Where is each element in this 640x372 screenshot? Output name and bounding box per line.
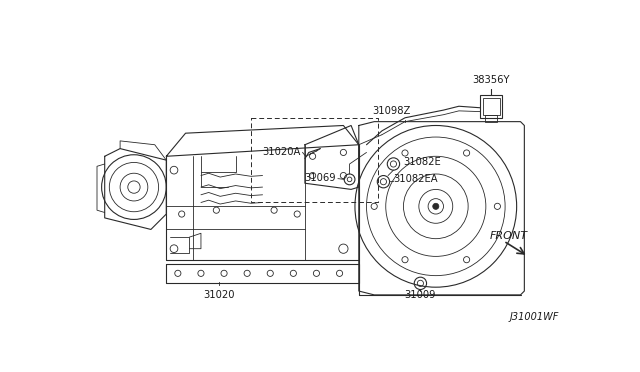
Text: 31020A: 31020A [262, 147, 300, 157]
Text: 31098Z: 31098Z [372, 106, 410, 116]
Text: 31082E: 31082E [403, 157, 441, 167]
Text: 31009: 31009 [404, 289, 436, 299]
Text: 31082EA: 31082EA [394, 174, 438, 185]
Text: J31001WF: J31001WF [509, 312, 559, 322]
Text: 38356Y: 38356Y [472, 75, 510, 85]
Text: 31020: 31020 [203, 289, 234, 299]
Circle shape [433, 203, 439, 209]
Text: FRONT: FRONT [490, 231, 528, 241]
Text: 31069: 31069 [304, 173, 336, 183]
